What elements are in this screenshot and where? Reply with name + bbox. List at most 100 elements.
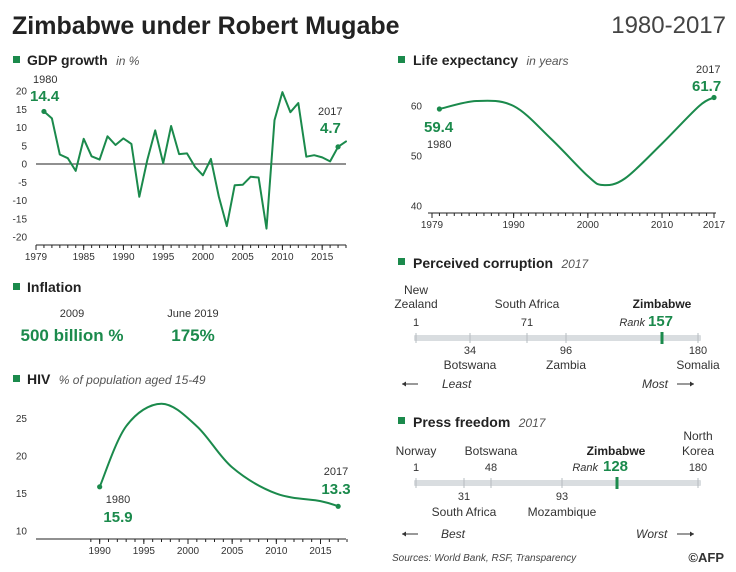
gdp-end-value: 4.7 — [320, 120, 341, 137]
hiv-x-axis: 1990 1995 2000 2005 2010 2015 — [89, 539, 348, 557]
hiv-x-tick-label: 2015 — [309, 546, 332, 557]
corr-new-zealand-rank: 1 — [413, 317, 419, 329]
right-arrowhead-icon — [690, 531, 694, 537]
section-bullet-icon — [13, 56, 20, 63]
corr-zimbabwe-name: Zimbabwe — [633, 297, 692, 311]
life-y-tick-label: 40 — [411, 202, 423, 213]
corr-somalia-name: Somalia — [676, 358, 720, 372]
corr-zambia-rank: 96 — [560, 345, 572, 357]
press-botswana-name: Botswana — [465, 444, 518, 458]
life-x-axis: 1979 1990 2000 2010 2017 — [421, 213, 726, 231]
gdp-end-year: 2017 — [318, 106, 342, 118]
life-series-line — [438, 96, 715, 187]
right-arrowhead-icon — [690, 381, 694, 387]
life-start-value: 59.4 — [424, 119, 454, 136]
corr-least-text: Least — [442, 377, 472, 391]
life-x-tick-label: 1979 — [421, 220, 444, 231]
gdp-y-tick-label: -15 — [13, 214, 28, 225]
press-mozambique-name: Mozambique — [528, 505, 597, 519]
gdp-x-axis: 1979 1985 1990 1995 2000 2005 2010 2015 — [25, 245, 347, 263]
press-south-africa-name: South Africa — [432, 505, 497, 519]
gdp-x-tick-label: 1995 — [152, 252, 175, 263]
gdp-start-value: 14.4 — [30, 88, 60, 105]
life-y-tick-label: 60 — [411, 102, 423, 113]
gdp-x-tick-label: 2010 — [271, 252, 294, 263]
press-south-africa-rank: 31 — [458, 491, 470, 503]
press-mozambique-rank: 93 — [556, 491, 568, 503]
corr-zambia-name: Zambia — [546, 358, 586, 372]
page-title: Zimbabwe under Robert Mugabe — [12, 12, 400, 40]
afp-logo: ©AFP — [688, 550, 724, 565]
gdp-start-year: 1980 — [33, 74, 57, 86]
section-bullet-icon — [13, 375, 20, 382]
press-north-korea-line2: Korea — [682, 444, 714, 458]
gdp-series-line — [42, 91, 347, 230]
gdp-y-tick-label: -20 — [13, 233, 28, 244]
corr-south-africa-name: South Africa — [495, 297, 560, 311]
left-arrowhead-icon — [402, 381, 406, 387]
gdp-y-axis: 20 15 10 5 0 -5 -10 -15 -20 — [13, 87, 28, 244]
corr-most-label: Most — [642, 377, 694, 391]
press-worst-text: Worst — [636, 527, 668, 541]
inflation-year-1: 2009 — [60, 308, 84, 320]
press-north-korea-rank: 180 — [689, 462, 707, 474]
life-data-point — [436, 106, 443, 112]
corr-somalia-rank: 180 — [689, 345, 707, 357]
inflation-section: Inflation 2009 500 billion % June 2019 1… — [13, 279, 219, 345]
life-x-tick-label: 1990 — [503, 220, 526, 231]
gdp-plot — [41, 91, 347, 230]
press-botswana-rank: 48 — [485, 462, 497, 474]
inflation-value-1: 500 billion % — [21, 326, 124, 345]
life-y-axis: 60 50 40 — [411, 102, 423, 213]
hiv-x-tick-label: 2005 — [221, 546, 244, 557]
corruption-section: Perceived corruption 2017 New Zealand 1 … — [394, 255, 720, 391]
corr-botswana-name: Botswana — [444, 358, 497, 372]
corruption-scale — [414, 332, 701, 344]
corruption-heading: Perceived corruption 2017 — [413, 255, 590, 272]
hiv-y-tick-label: 25 — [16, 414, 28, 425]
section-bullet-icon — [398, 56, 405, 63]
gdp-y-tick-label: 20 — [16, 87, 28, 98]
gdp-data-point — [335, 144, 341, 150]
life-heading: Life expectancy in years — [413, 52, 569, 69]
hiv-x-tick-label: 2010 — [265, 546, 288, 557]
hiv-heading: HIV % of population aged 15-49 — [27, 371, 206, 388]
life-end-value: 61.7 — [692, 78, 721, 95]
hiv-data-point — [335, 503, 341, 509]
press-rank-label: Rank — [572, 462, 598, 474]
life-start-year: 1980 — [427, 139, 451, 151]
sources-note: Sources: World Bank, RSF, Transparency — [392, 553, 577, 564]
hiv-x-tick-label: 1995 — [133, 546, 156, 557]
gdp-y-tick-label: -5 — [18, 178, 27, 189]
section-bullet-icon — [398, 258, 405, 265]
corr-botswana-rank: 34 — [464, 345, 476, 357]
hiv-x-tick-label: 2000 — [177, 546, 200, 557]
press-norway-rank: 1 — [413, 462, 419, 474]
corr-rank-label: Rank — [619, 317, 645, 329]
corr-most-text: Most — [642, 377, 669, 391]
inflation-year-2: June 2019 — [167, 308, 218, 320]
gdp-x-tick-label: 2005 — [232, 252, 255, 263]
life-section: Life expectancy in years 60 50 40 1979 1990… — [398, 52, 726, 231]
gdp-y-tick-label: 0 — [21, 160, 27, 171]
hiv-series-line — [98, 402, 340, 508]
corr-new-zealand-line2: Zealand — [394, 297, 437, 311]
scale-track — [414, 335, 701, 341]
press-north-korea-line1: North — [683, 429, 712, 443]
life-x-tick-label: 2000 — [577, 220, 600, 231]
hiv-data-point — [97, 484, 103, 490]
life-y-tick-label: 50 — [411, 152, 423, 163]
hiv-y-axis: 25 20 15 10 — [16, 414, 28, 537]
hiv-plot — [97, 402, 341, 509]
hiv-start-year: 1980 — [106, 494, 130, 506]
gdp-y-tick-label: 15 — [16, 105, 28, 116]
gdp-y-tick-label: -10 — [13, 196, 28, 207]
inflation-value-2: 175% — [171, 326, 214, 345]
gdp-heading: GDP growth in % — [27, 52, 140, 69]
gdp-y-tick-label: 5 — [21, 141, 27, 152]
life-x-tick-label: 2017 — [703, 220, 726, 231]
press-scale — [414, 477, 701, 489]
gdp-x-tick-label: 1979 — [25, 252, 48, 263]
hiv-end-year: 2017 — [324, 466, 348, 478]
press-section: Press freedom 2017 Norway 1 Botswana 48 … — [396, 414, 715, 541]
